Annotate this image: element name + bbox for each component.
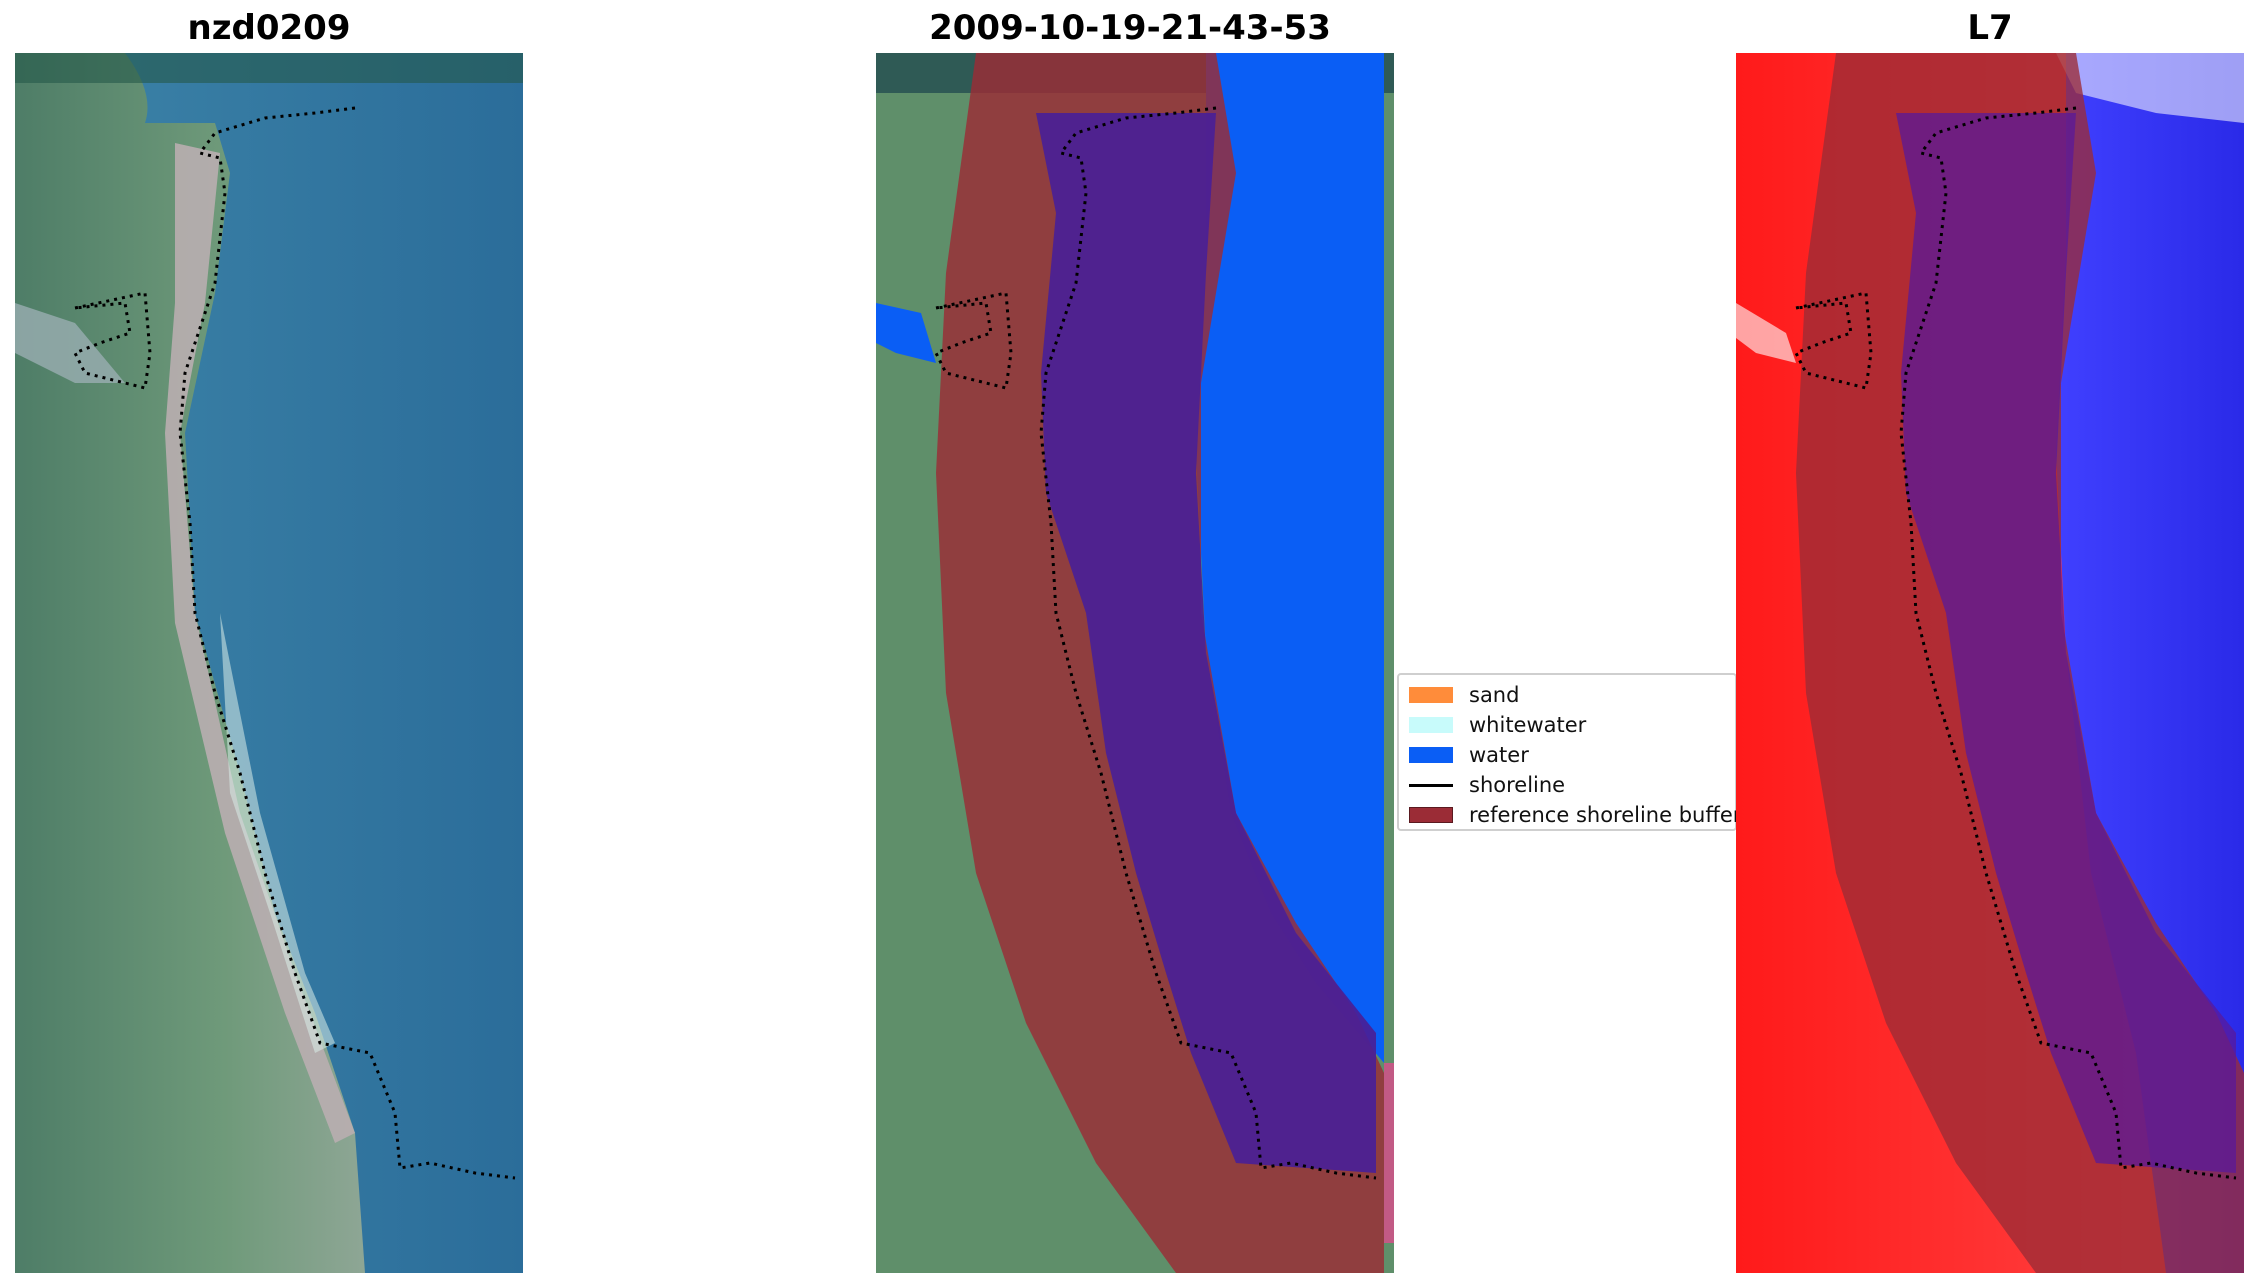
buffer-swatch [1409, 807, 1453, 823]
shoreline-trace-index [1899, 106, 2237, 1180]
sand-strip [165, 143, 355, 1143]
legend-label-shoreline: shoreline [1469, 773, 1566, 797]
legend-item-shoreline: shoreline [1409, 773, 1565, 797]
buffer-over-water [1036, 113, 1376, 1173]
water-swatch [1409, 747, 1453, 763]
negative-index-area [2056, 53, 2244, 1273]
inlet [15, 303, 125, 383]
legend-item-buffer: reference shoreline buffer [1409, 803, 1741, 827]
shoreline-trace-inlet [72, 291, 152, 390]
classified-water [1196, 53, 1384, 1063]
panel-title-rgb: nzd0209 [187, 8, 351, 48]
legend-item-sand: sand [1409, 683, 1519, 707]
panel-title-date: 2009-10-19-21-43-53 [929, 8, 1331, 48]
legend: sand whitewater water shoreline referenc… [1397, 673, 1741, 831]
shoreline-trace-rgb [178, 106, 516, 1180]
classified-image [876, 53, 1394, 1273]
shoreline-line-swatch [1409, 783, 1453, 787]
legend-item-water: water [1409, 743, 1529, 767]
legend-label-buffer: reference shoreline buffer [1469, 803, 1742, 827]
legend-label-sand: sand [1469, 683, 1520, 707]
panel-title-sensor: L7 [1967, 8, 2013, 48]
legend-label-water: water [1469, 743, 1529, 767]
index-image-panel [1736, 53, 2244, 1273]
classified-image-panel [876, 53, 1394, 1273]
sand-swatch [1409, 687, 1453, 703]
rgb-image [15, 53, 523, 1273]
whitewater-swatch [1409, 717, 1453, 733]
index-image [1736, 53, 2244, 1273]
rgb-image-panel [15, 53, 523, 1273]
shoreline-trace-classified [1039, 106, 1377, 1180]
legend-label-whitewater: whitewater [1469, 713, 1587, 737]
inlet-water [876, 303, 936, 363]
legend-item-whitewater: whitewater [1409, 713, 1586, 737]
